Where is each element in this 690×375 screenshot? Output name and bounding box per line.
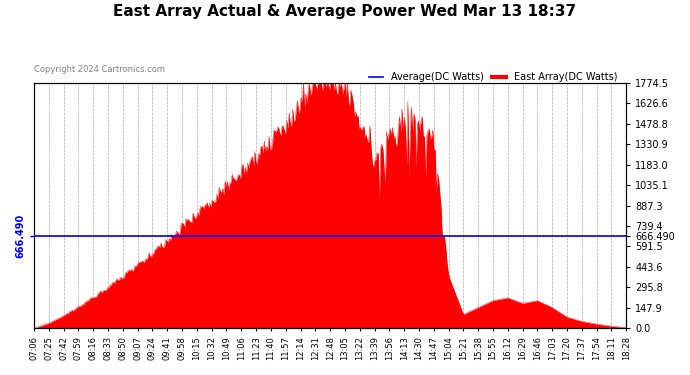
Text: Copyright 2024 Cartronics.com: Copyright 2024 Cartronics.com [34, 65, 165, 74]
Text: East Array Actual & Average Power Wed Mar 13 18:37: East Array Actual & Average Power Wed Ma… [113, 4, 577, 19]
Legend: Average(DC Watts), East Array(DC Watts): Average(DC Watts), East Array(DC Watts) [365, 68, 622, 86]
